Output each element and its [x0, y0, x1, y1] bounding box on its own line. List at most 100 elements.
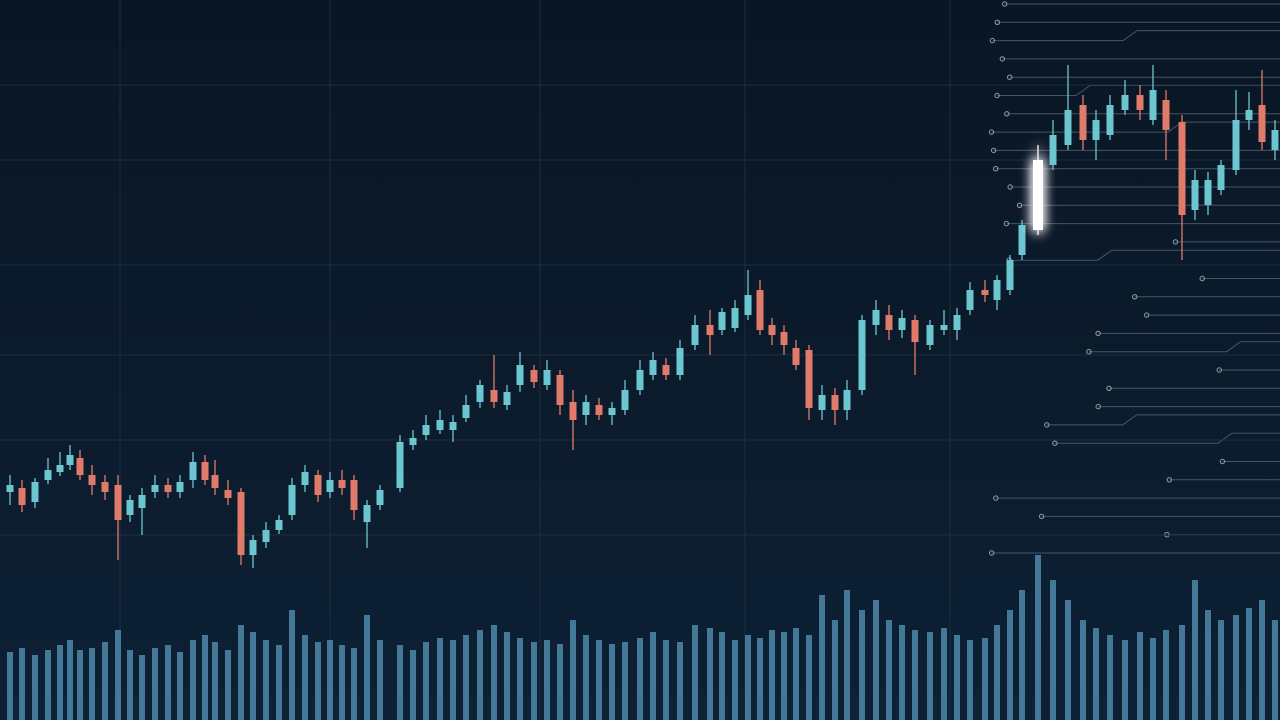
candle-body — [676, 348, 684, 375]
circuit-line — [1046, 414, 1280, 426]
volume-bar — [609, 644, 615, 720]
candle — [189, 452, 197, 488]
candle-body — [237, 492, 245, 555]
candle — [1106, 95, 1114, 140]
volume-bar — [364, 615, 370, 720]
candle-body — [326, 480, 334, 492]
volume-bar — [504, 632, 510, 720]
volume-bar — [994, 625, 1000, 720]
volume-bar — [1107, 635, 1113, 720]
candle — [350, 475, 358, 520]
candle-body — [409, 438, 417, 445]
candle-body — [1149, 90, 1157, 120]
volume-bar — [152, 648, 158, 720]
volume-bar — [745, 635, 751, 720]
candle — [314, 470, 322, 502]
volume-bar — [1179, 625, 1185, 720]
candle — [926, 320, 934, 350]
candle-body — [314, 475, 322, 495]
candle — [409, 430, 417, 450]
volume-bar — [32, 655, 38, 720]
candle — [676, 340, 684, 380]
volume-bar — [491, 625, 497, 720]
circuit-node — [988, 129, 995, 135]
candle — [993, 275, 1001, 310]
volume-bar — [351, 648, 357, 720]
volume-bar — [423, 642, 429, 720]
volume-bar — [397, 645, 403, 720]
volume-bar — [377, 640, 383, 720]
candle-body — [843, 390, 851, 410]
circuit-node — [989, 37, 996, 44]
volume-bar — [212, 642, 218, 720]
candle — [1271, 120, 1279, 160]
candle-body — [6, 485, 14, 492]
circuit-node — [1199, 275, 1205, 282]
volume-bar — [89, 648, 95, 720]
candle — [818, 385, 826, 420]
candle — [543, 360, 551, 390]
candle-body — [595, 405, 603, 415]
candle — [582, 395, 590, 425]
volume-bar — [165, 645, 171, 720]
candle — [1191, 170, 1199, 220]
volume-bar — [557, 644, 563, 720]
candle — [101, 475, 109, 500]
candle — [1079, 95, 1087, 150]
candle-body — [18, 488, 26, 505]
candle — [237, 488, 245, 565]
candle — [1049, 120, 1057, 170]
candle — [843, 380, 851, 420]
volume-bar — [1205, 610, 1211, 720]
volume-bar — [1163, 630, 1169, 720]
candle — [262, 522, 270, 548]
candle-body — [126, 500, 134, 515]
candle-body — [981, 290, 989, 295]
candle — [966, 282, 974, 315]
candle-body — [66, 455, 74, 465]
candle-body — [56, 465, 64, 472]
volume-bar — [1192, 580, 1198, 720]
candle-body — [966, 290, 974, 310]
candle — [556, 370, 564, 415]
circuit-node — [1095, 330, 1101, 337]
candle — [1217, 160, 1225, 195]
candle-body — [1064, 110, 1072, 145]
candle-body — [768, 325, 776, 335]
candle-body — [516, 365, 524, 385]
candle-body — [201, 462, 209, 480]
candle — [376, 485, 384, 510]
candle-body — [275, 520, 283, 530]
volume-bar — [596, 640, 602, 720]
candle — [1121, 80, 1129, 115]
candle — [490, 355, 498, 408]
volume-bar — [225, 650, 231, 720]
candle-body — [621, 390, 629, 410]
circuit-node — [990, 147, 997, 154]
volume-bar — [707, 628, 713, 720]
candle-body — [556, 375, 564, 405]
candle-body — [396, 442, 404, 488]
candle-body — [164, 485, 172, 492]
candle — [422, 415, 430, 440]
volume-bar — [1050, 580, 1056, 720]
candle-body — [249, 540, 257, 555]
volume-bar — [139, 655, 145, 720]
volume-bar — [912, 630, 918, 720]
candle — [76, 450, 84, 480]
candle-body — [503, 392, 511, 405]
circuit-node — [1095, 403, 1101, 410]
candle-body — [818, 395, 826, 410]
candle-body — [756, 290, 764, 330]
volume-bar — [757, 638, 763, 720]
volume-bar — [806, 635, 812, 720]
volume-bar — [927, 632, 933, 720]
volume-bar — [982, 638, 988, 720]
candle-body — [1049, 135, 1057, 165]
circuit-node — [1216, 367, 1222, 373]
candle — [88, 465, 96, 495]
volume-bar — [77, 650, 83, 720]
volume-bar — [1019, 590, 1025, 720]
candle-body — [1191, 180, 1199, 210]
circuit-line — [1088, 341, 1280, 353]
